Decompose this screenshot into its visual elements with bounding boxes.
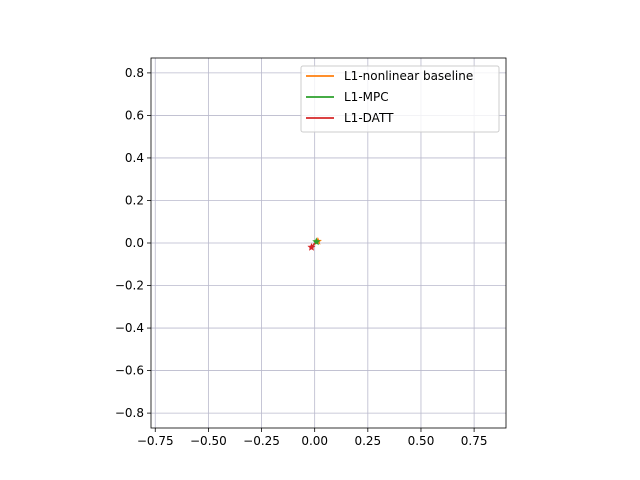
y-tick-label: 0.4 [125,151,144,165]
y-tick-label: −0.2 [115,279,144,293]
x-tick-label: 0.75 [461,434,488,448]
y-tick-label: 0.6 [125,108,144,122]
series-layer [307,237,322,251]
y-tick-label: 0.8 [125,66,144,80]
y-tick-label: 0.2 [125,193,144,207]
legend-box [300,65,500,133]
x-tick-label: 0.50 [408,434,435,448]
legend-label: L1-nonlinear baseline [344,69,473,83]
y-tick-label: −0.6 [115,364,144,378]
x-tick-label: −0.75 [137,434,174,448]
series-end-marker-1 [312,237,321,246]
legend-items: L1-nonlinear baseline L1-MPC L1-DATT [306,69,473,125]
legend-label: L1-DATT [344,111,394,125]
y-tick-label: −0.4 [115,321,144,335]
y-axis-ticks: −0.8 −0.6 −0.4 −0.2 0.0 0.2 0.4 0.6 0.8 [115,66,151,420]
x-tick-label: −0.50 [190,434,227,448]
x-tick-label: −0.25 [243,434,280,448]
x-tick-label: 0.00 [301,434,328,448]
legend-label: L1-MPC [344,90,389,104]
legend: L1-nonlinear baseline L1-MPC L1-DATT [300,65,500,133]
y-tick-label: 0.0 [125,236,144,250]
y-tick-label: −0.8 [115,406,144,420]
x-tick-label: 0.25 [354,434,381,448]
x-axis-ticks: −0.75 −0.50 −0.25 0.00 0.25 0.50 0.75 [137,428,488,448]
series-end-marker-2 [307,242,316,251]
